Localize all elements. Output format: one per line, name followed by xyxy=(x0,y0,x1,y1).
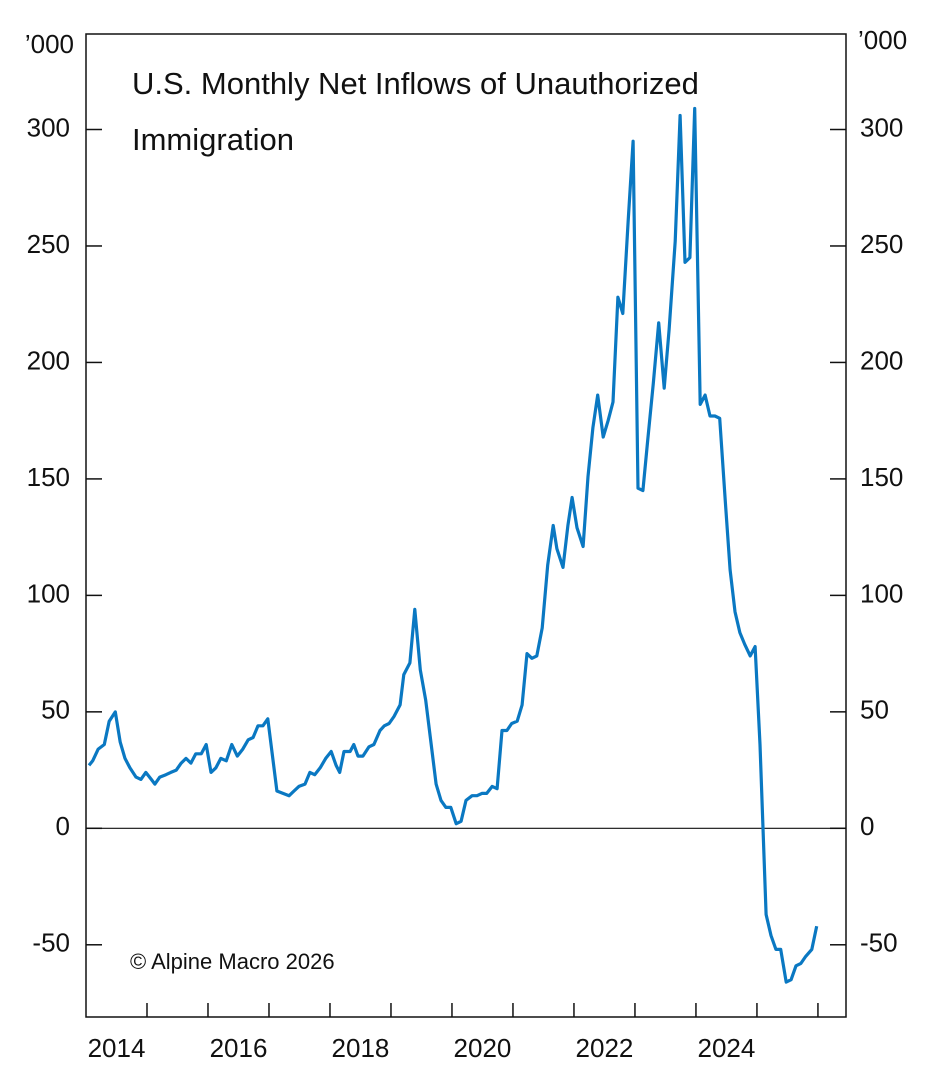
x-tick-label: 2014 xyxy=(88,1033,146,1063)
y-tick-label: 0 xyxy=(56,811,70,841)
y-tick-label: -50 xyxy=(32,928,70,958)
y-tick-label: 150 xyxy=(27,462,70,492)
y-tick-label: 250 xyxy=(27,229,70,259)
x-tick-label: 2016 xyxy=(210,1033,268,1063)
source: © Alpine Macro 2026 xyxy=(130,949,335,974)
y2-tick-label: -50 xyxy=(860,928,898,958)
y2-tick-label: 0 xyxy=(860,811,874,841)
y2-unit: ’000 xyxy=(858,25,907,55)
y-tick-label: 50 xyxy=(41,695,70,725)
y2-tick-label: 250 xyxy=(860,229,903,259)
y2-tick-label: 300 xyxy=(860,112,903,142)
y2-tick-label: 150 xyxy=(860,462,903,492)
y-unit: ’000 xyxy=(25,29,74,59)
y-tick-label: 200 xyxy=(27,345,70,375)
y-tick-label: 300 xyxy=(27,112,70,142)
y2-tick-label: 50 xyxy=(860,695,889,725)
y-tick-label: 100 xyxy=(27,578,70,608)
plot-frame xyxy=(85,33,847,1018)
x-tick-label: 2022 xyxy=(576,1033,634,1063)
y2-tick-label: 200 xyxy=(860,345,903,375)
x-tick-label: 2018 xyxy=(332,1033,390,1063)
chart-title: U.S. Monthly Net Inflows of Unauthorized… xyxy=(132,66,699,157)
x-tick-label: 2020 xyxy=(454,1033,512,1063)
x-tick-label: 2024 xyxy=(698,1033,756,1063)
data-line xyxy=(87,106,819,984)
y2-tick-label: 100 xyxy=(860,578,903,608)
